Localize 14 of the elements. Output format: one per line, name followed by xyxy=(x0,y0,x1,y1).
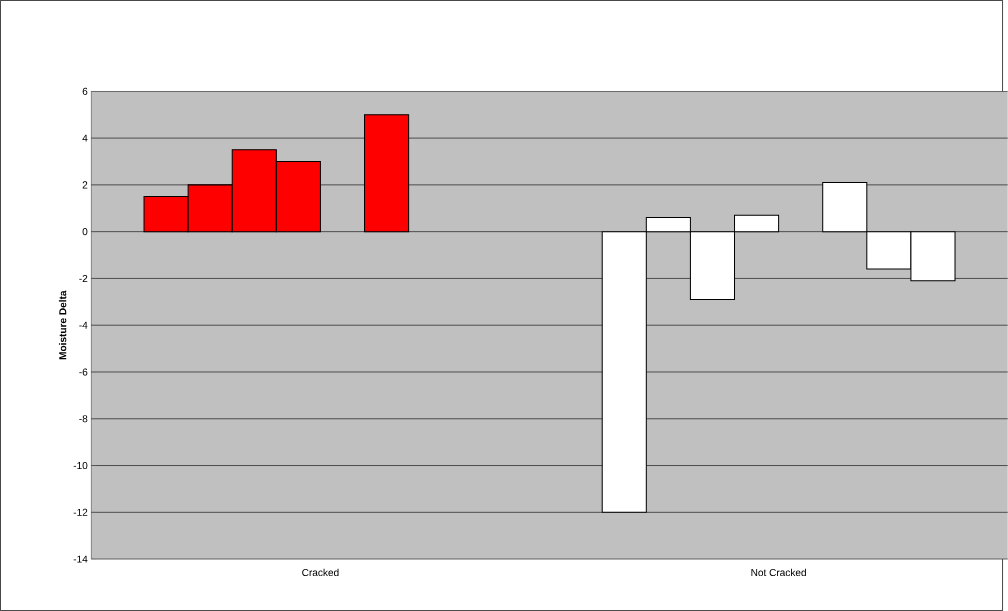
y-tick-label: -10 xyxy=(73,461,88,470)
y-tick-label: -14 xyxy=(73,555,88,563)
y-tick-label: 4 xyxy=(82,134,88,142)
y-tick-label: -4 xyxy=(79,321,88,329)
y-axis-title: Moisture Delta xyxy=(58,290,67,360)
y-tick-label: 6 xyxy=(82,87,88,95)
y-tick-label: 0 xyxy=(82,228,88,236)
y-tick-label: 2 xyxy=(82,181,88,189)
x-tick-label: Not Cracked xyxy=(751,568,806,577)
x-tick-label: Cracked xyxy=(302,568,339,577)
y-tick-label: -8 xyxy=(79,415,88,423)
y-tick-label: -2 xyxy=(79,274,88,282)
y-tick-label: -6 xyxy=(79,368,88,376)
y-tick-label: -12 xyxy=(73,508,88,516)
